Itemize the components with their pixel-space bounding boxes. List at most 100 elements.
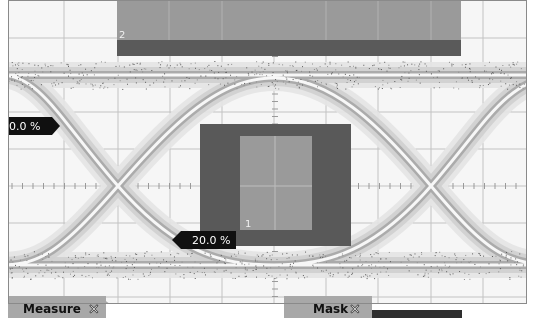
noise-dot xyxy=(491,73,492,74)
noise-dot xyxy=(466,64,467,65)
noise-dot xyxy=(270,267,271,268)
noise-dot xyxy=(363,65,364,66)
noise-dot xyxy=(255,259,256,260)
noise-dot xyxy=(174,260,175,261)
noise-dot xyxy=(326,270,327,271)
noise-dot xyxy=(170,65,171,66)
noise-dot xyxy=(127,84,128,85)
noise-dot xyxy=(312,256,313,257)
noise-dot xyxy=(453,273,454,274)
noise-dot xyxy=(140,64,141,65)
noise-dot xyxy=(126,255,127,256)
noise-dot xyxy=(24,254,25,255)
noise-dot xyxy=(234,254,235,255)
noise-dot xyxy=(410,70,411,71)
noise-dot xyxy=(264,69,265,70)
noise-dot xyxy=(317,267,318,268)
noise-dot xyxy=(516,85,517,86)
noise-dot xyxy=(83,75,84,76)
noise-dot xyxy=(384,266,385,267)
noise-dot xyxy=(241,84,242,85)
noise-dot xyxy=(337,88,338,89)
noise-dot xyxy=(519,87,520,88)
noise-dot xyxy=(411,255,412,256)
noise-dot xyxy=(515,258,516,259)
noise-dot xyxy=(380,258,381,259)
measure-tab-close-icon[interactable]: ✕ xyxy=(88,302,100,318)
noise-dot xyxy=(241,262,242,263)
noise-dot xyxy=(363,276,364,277)
noise-dot xyxy=(79,80,80,81)
noise-dot xyxy=(336,86,337,87)
noise-dot xyxy=(349,75,350,76)
noise-dot xyxy=(244,264,245,265)
noise-dot xyxy=(103,83,104,84)
noise-dot xyxy=(400,66,401,67)
noise-dot xyxy=(341,65,342,66)
noise-dot xyxy=(197,79,198,80)
noise-dot xyxy=(258,256,259,257)
marker-right-label: 20.0 % xyxy=(192,234,230,247)
noise-dot xyxy=(354,81,355,82)
noise-dot xyxy=(499,263,500,264)
noise-dot xyxy=(143,79,144,80)
noise-dot xyxy=(236,256,237,257)
noise-dot xyxy=(495,256,496,257)
noise-dot xyxy=(221,66,222,67)
noise-dot xyxy=(488,84,489,85)
noise-dot xyxy=(441,269,442,270)
noise-dot xyxy=(275,88,276,89)
noise-dot xyxy=(279,64,280,65)
noise-dot xyxy=(277,81,278,82)
noise-dot xyxy=(282,263,283,264)
noise-dot xyxy=(510,257,511,258)
noise-dot xyxy=(253,270,254,271)
noise-dot xyxy=(108,274,109,275)
noise-dot xyxy=(507,260,508,261)
noise-dot xyxy=(71,88,72,89)
noise-dot xyxy=(361,265,362,266)
noise-dot xyxy=(449,62,450,63)
noise-dot xyxy=(48,257,49,258)
noise-dot xyxy=(216,263,217,264)
noise-dot xyxy=(103,88,104,89)
noise-dot xyxy=(339,263,340,264)
noise-dot xyxy=(217,65,218,66)
noise-dot xyxy=(272,82,273,83)
noise-dot xyxy=(489,83,490,84)
noise-dot xyxy=(107,275,108,276)
noise-dot xyxy=(479,87,480,88)
marker-left[interactable]: 0.0 % xyxy=(8,117,60,135)
noise-dot xyxy=(82,73,83,74)
marker-left-label: 0.0 % xyxy=(9,120,40,133)
noise-dot xyxy=(378,253,379,254)
noise-dot xyxy=(428,277,429,278)
mask-tab-close-icon[interactable]: ✕ xyxy=(349,302,361,318)
noise-dot xyxy=(134,64,135,65)
noise-dot xyxy=(225,263,226,264)
noise-dot xyxy=(58,275,59,276)
noise-dot xyxy=(48,66,49,67)
noise-dot xyxy=(78,258,79,259)
noise-dot xyxy=(489,62,490,63)
noise-dot xyxy=(92,85,93,86)
noise-dot xyxy=(351,274,352,275)
noise-dot xyxy=(353,66,354,67)
noise-dot xyxy=(15,64,16,65)
noise-dot xyxy=(280,275,281,276)
noise-dot xyxy=(327,66,328,67)
noise-dot xyxy=(295,272,296,273)
noise-dot xyxy=(94,67,95,68)
noise-dot xyxy=(92,277,93,278)
noise-dot xyxy=(352,86,353,87)
marker-right[interactable]: 20.0 % xyxy=(172,231,236,249)
noise-dot xyxy=(513,64,514,65)
noise-dot xyxy=(416,80,417,81)
noise-dot xyxy=(269,86,270,87)
noise-dot xyxy=(245,273,246,274)
noise-dot xyxy=(65,266,66,267)
noise-dot xyxy=(489,78,490,79)
noise-dot xyxy=(382,80,383,81)
noise-dot xyxy=(287,258,288,259)
noise-dot xyxy=(465,255,466,256)
